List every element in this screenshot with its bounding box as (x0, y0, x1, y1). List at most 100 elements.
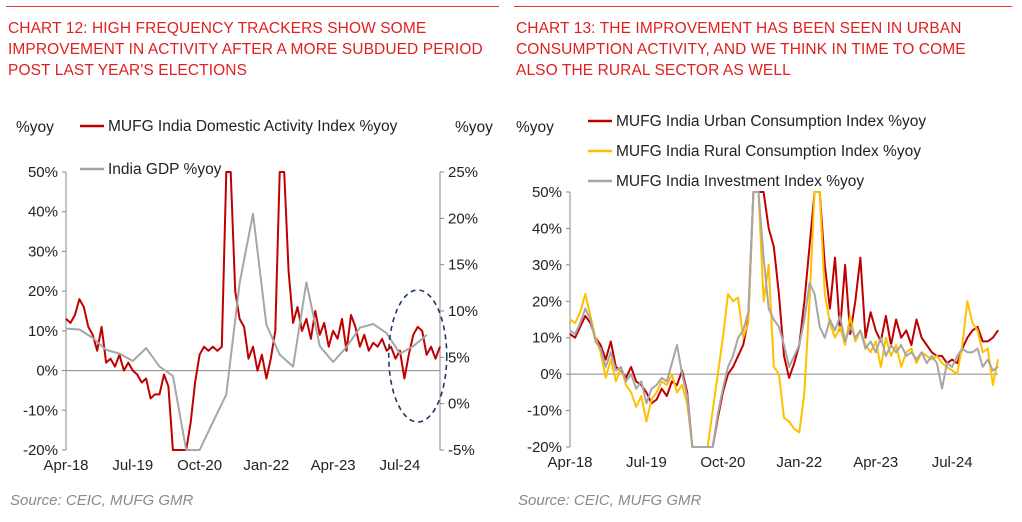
data-point (875, 351, 877, 353)
data-point (727, 293, 729, 295)
data-point (737, 337, 739, 339)
data-point (145, 347, 147, 349)
data-point (83, 306, 85, 308)
data-point (783, 355, 785, 357)
data-point (279, 171, 281, 173)
x-tick-label: Jan-22 (243, 457, 289, 474)
data-point (824, 337, 826, 339)
data-point (399, 350, 401, 352)
data-point (961, 344, 963, 346)
data-point (65, 328, 67, 330)
data-point (274, 330, 276, 332)
data-point (844, 344, 846, 346)
data-point (194, 381, 196, 384)
data-point (870, 351, 872, 353)
data-point (630, 373, 632, 375)
data-point (212, 421, 214, 423)
data-point (997, 359, 999, 361)
data-point (737, 297, 739, 299)
data-point (941, 362, 943, 364)
data-point (635, 406, 637, 408)
y-tick-label: -10% (527, 403, 562, 420)
data-point (905, 351, 907, 353)
chart-12-plot: -20% -10% 0% 10% 20% 30% 40% 50% -5% 0% 5% 10% 15% 20… (16, 118, 493, 474)
data-point (951, 359, 953, 361)
data-point (132, 370, 134, 372)
data-point (265, 324, 267, 326)
data-point (747, 311, 749, 313)
data-point (844, 340, 846, 342)
data-point (859, 257, 861, 259)
x-tick-label: Jul-24 (379, 457, 420, 474)
data-point (292, 366, 294, 368)
data-point (314, 310, 316, 312)
data-point (574, 337, 576, 339)
data-point (671, 380, 673, 382)
data-point (230, 171, 232, 173)
y-right-tick-label: 20% (448, 210, 478, 227)
data-point (377, 346, 379, 348)
data-point (323, 322, 325, 324)
data-point (150, 397, 152, 399)
data-point (798, 344, 800, 346)
data-point (666, 395, 668, 397)
data-point (880, 366, 882, 368)
data-point (681, 384, 683, 386)
data-point (926, 355, 928, 357)
data-point (386, 350, 388, 352)
data-point (579, 311, 581, 313)
x-tick-label: Jul-24 (932, 454, 973, 471)
data-point (757, 191, 760, 193)
data-point (625, 384, 627, 386)
data-point (814, 191, 816, 193)
data-point (185, 449, 187, 451)
data-point (814, 293, 816, 295)
data-point (145, 377, 147, 380)
data-point (579, 322, 581, 324)
data-point (982, 351, 984, 353)
data-point (234, 290, 236, 292)
data-point (844, 264, 846, 266)
data-point (997, 329, 999, 331)
data-point (686, 395, 688, 397)
data-point (742, 344, 744, 346)
data-point (109, 358, 112, 360)
data-point (732, 355, 734, 357)
data-point (890, 355, 892, 357)
data-point (225, 171, 227, 173)
x-tick-label: Apr-23 (311, 457, 356, 474)
data-point (895, 318, 897, 321)
data-point (123, 370, 125, 372)
data-point (610, 340, 612, 342)
data-point (243, 326, 245, 328)
data-point (951, 369, 953, 372)
data-point (661, 377, 663, 379)
data-point (341, 318, 343, 320)
data-point (895, 344, 897, 346)
y-tick-label: 40% (532, 220, 562, 237)
data-point (239, 282, 241, 284)
data-point (605, 377, 607, 379)
data-point (864, 348, 867, 350)
data-point (915, 359, 918, 361)
data-point (635, 380, 637, 382)
data-point (265, 377, 267, 380)
data-point (207, 350, 210, 352)
y-tick-label: 50% (532, 184, 562, 201)
series-line-2 (569, 191, 999, 448)
data-point (328, 346, 330, 348)
data-point (136, 373, 138, 376)
data-point (630, 366, 632, 368)
data-point (885, 315, 887, 317)
data-point (854, 337, 856, 339)
data-point (946, 362, 948, 364)
data-point (926, 344, 928, 346)
data-point (394, 358, 397, 360)
data-point (773, 318, 775, 321)
data-point (921, 351, 923, 353)
data-point (574, 322, 576, 324)
data-point (737, 355, 739, 357)
data-point (426, 334, 428, 336)
data-point (163, 373, 165, 376)
data-point (671, 373, 673, 375)
